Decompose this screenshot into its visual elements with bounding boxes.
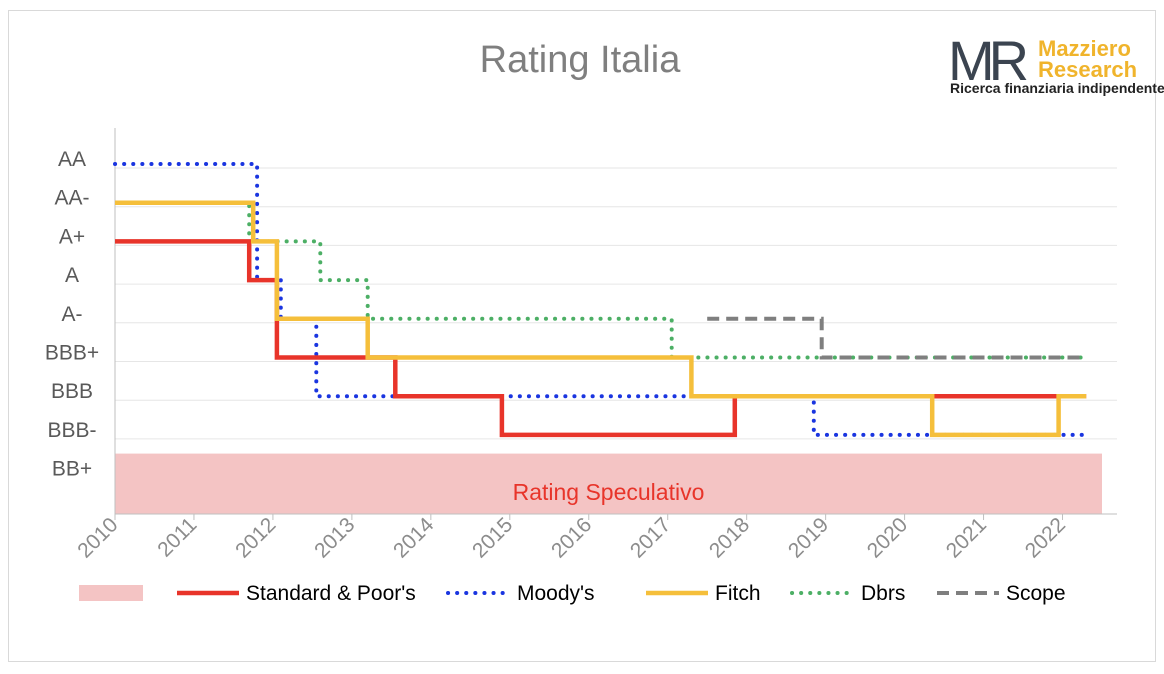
x-tick-label: 2010 [73, 513, 122, 562]
logo-tagline: Ricerca finanziaria indipendente [950, 80, 1164, 96]
y-tick-label: A [65, 264, 79, 287]
x-tick-label: 2019 [784, 513, 833, 562]
x-tick-label: 2020 [863, 513, 912, 562]
x-tick-label: 2013 [310, 513, 359, 562]
legend-label-dbrs: Dbrs [861, 582, 905, 605]
x-tick-label: 2018 [705, 513, 754, 562]
x-tick-label: 2021 [942, 513, 991, 562]
series-line-fitch [115, 200, 1087, 438]
legend-label-moody-s: Moody's [517, 582, 595, 605]
y-tick-label: AA [58, 148, 86, 171]
series-lines [113, 162, 1089, 438]
logo-name-line1: Mazziero [1038, 36, 1131, 61]
legend-label-standard-poor-s: Standard & Poor's [246, 582, 416, 605]
speculative-zone-label: Rating Speculativo [513, 479, 705, 505]
x-tick-label: 2011 [153, 513, 201, 561]
y-tick-label: BBB [51, 380, 93, 403]
logo-mark: MR [948, 29, 1027, 92]
legend: Standard & Poor's Moody's Fitch Dbrs Scope [79, 582, 1066, 605]
x-tick-label: 2022 [1021, 513, 1070, 562]
x-tick-label: 2014 [389, 513, 439, 563]
series-line-standard-poor-s [115, 239, 1087, 438]
y-tick-label: AA- [54, 187, 89, 210]
x-tick-label: 2017 [626, 513, 675, 562]
y-tick-label: BB+ [52, 458, 92, 481]
chart-title: Rating Italia [480, 39, 682, 81]
series-line-scope [707, 316, 1087, 360]
y-tick-label: BBB+ [45, 342, 99, 365]
x-tick-label: 2012 [231, 513, 280, 562]
speculative-zone-band [115, 453, 1102, 514]
legend-label-fitch: Fitch [715, 582, 761, 605]
x-tick-label: 2015 [468, 513, 517, 562]
speculative-zone: Rating Speculativo [115, 453, 1102, 514]
legend-swatch-speculative-zone [79, 585, 143, 601]
legend-label-scope: Scope [1006, 582, 1066, 605]
series-line-dbrs [195, 200, 1089, 360]
y-tick-label: BBB- [47, 419, 96, 442]
grid [115, 167, 1117, 440]
y-tick-label: A+ [59, 225, 85, 248]
logo-name-line2: Research [1038, 57, 1137, 82]
y-tick-label: A- [62, 303, 83, 326]
logo: MR Mazziero Research Ricerca finanziaria… [948, 29, 1164, 96]
chart-frame [8, 10, 1156, 662]
x-tick-label: 2016 [547, 513, 596, 562]
